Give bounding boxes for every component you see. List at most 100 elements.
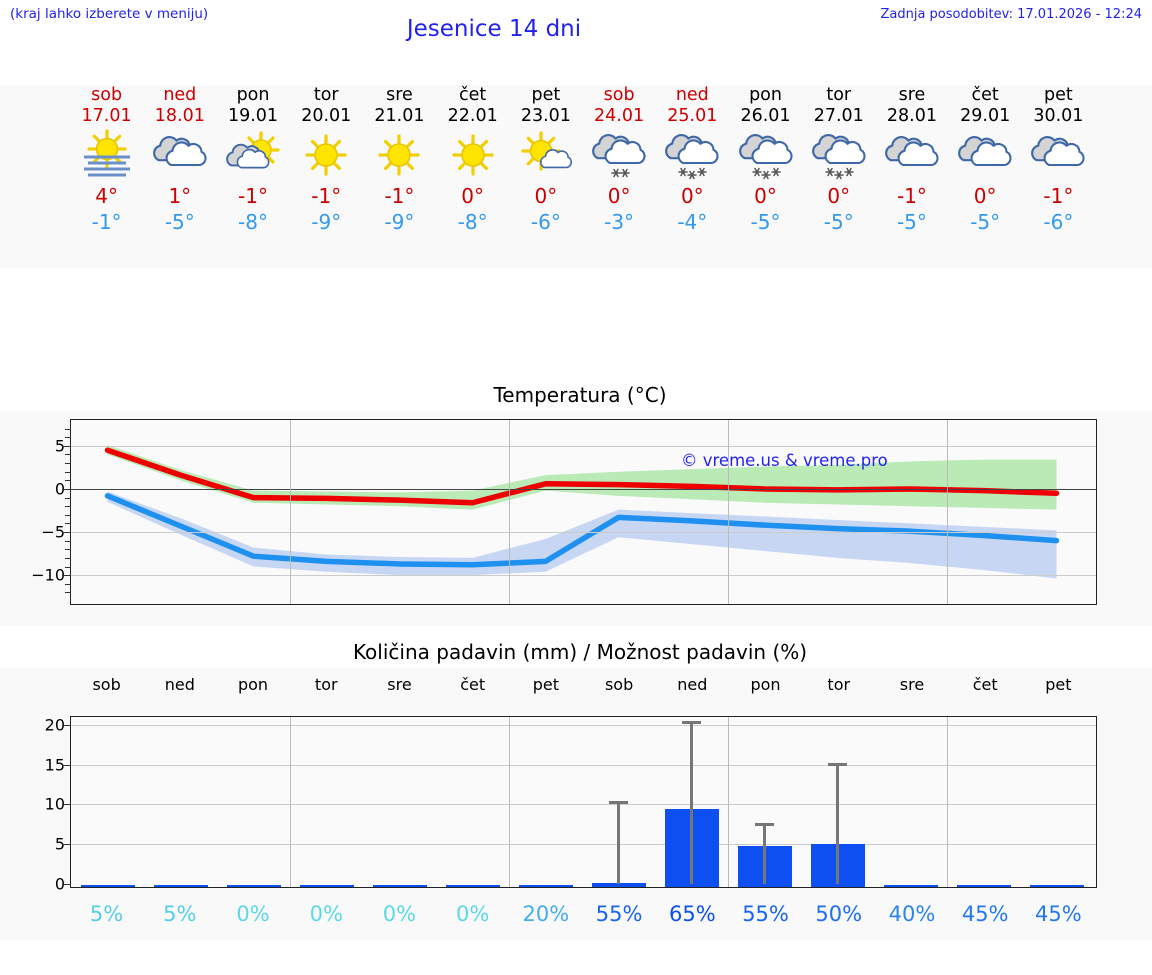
precipitation-day-label: pon xyxy=(750,675,781,694)
y-axis-tick xyxy=(62,884,71,885)
precipitation-probability-label: 0% xyxy=(309,902,343,926)
day-of-week: sob xyxy=(603,85,635,105)
gridline-vertical xyxy=(509,420,510,604)
weather-icon-wrap xyxy=(141,129,219,183)
precipitation-day-label: sre xyxy=(387,675,412,694)
snow-icon xyxy=(738,134,793,180)
gridline-vertical xyxy=(947,717,948,887)
error-bar-line xyxy=(617,800,620,884)
y-axis-tick xyxy=(62,844,71,846)
day-column[interactable]: pon 19.01 -1° -8° xyxy=(214,85,292,235)
temperature-series-svg xyxy=(104,444,1060,579)
zero-line xyxy=(71,488,1096,490)
precipitation-bar[interactable] xyxy=(299,884,354,887)
precipitation-bar[interactable] xyxy=(153,884,208,887)
precipitation-bar[interactable] xyxy=(956,884,1011,887)
precipitation-probability-label: 45% xyxy=(961,902,1009,926)
y-axis-tick xyxy=(62,575,71,577)
y-axis-tick xyxy=(62,488,71,490)
precipitation-day-label: pet xyxy=(532,675,560,694)
temp-min: -5° xyxy=(823,210,854,234)
gridline-horizontal xyxy=(71,724,1096,726)
temp-max: -1° xyxy=(384,184,415,208)
y-axis-tick-label: 5 xyxy=(54,834,65,854)
y-axis-tick-label: 10 xyxy=(44,794,65,814)
precipitation-day-label: pon xyxy=(237,675,269,694)
day-column[interactable]: čet 22.01 0° -8° xyxy=(434,85,512,235)
day-column[interactable]: ned 25.01 0° -4° xyxy=(653,85,731,235)
day-date: 24.01 xyxy=(594,106,645,126)
sunny-icon xyxy=(452,134,494,176)
copyright-label: © vreme.us & vreme.pro xyxy=(681,451,888,470)
error-bar-cap xyxy=(828,763,847,767)
precipitation-bar[interactable] xyxy=(1029,884,1084,887)
y-axis-tick xyxy=(65,454,71,456)
temp-min: -1° xyxy=(91,210,122,234)
day-column[interactable]: pet 30.01 -1° -6° xyxy=(1019,85,1097,235)
gridline-vertical xyxy=(728,420,729,604)
temp-max: -1° xyxy=(896,184,927,208)
day-date: 18.01 xyxy=(154,106,205,126)
day-column[interactable]: sob 24.01 0° -3° xyxy=(580,85,658,235)
precipitation-bar[interactable] xyxy=(226,884,281,887)
day-of-week: ned xyxy=(675,85,709,105)
precipitation-day-label: ned xyxy=(677,675,708,694)
temp-min: -5° xyxy=(896,210,927,234)
day-column[interactable]: ned 18.01 1° -5° xyxy=(141,85,219,235)
temp-min-line xyxy=(104,493,1060,568)
temp-min: -6° xyxy=(530,210,561,234)
precipitation-day-label: pet xyxy=(1045,675,1072,694)
day-column[interactable]: pet 23.01 0° -6° xyxy=(507,85,585,235)
temp-min: -4° xyxy=(677,210,708,234)
precipitation-bar[interactable] xyxy=(372,884,427,887)
precipitation-day-label: sre xyxy=(899,675,925,694)
temp-min: -5° xyxy=(164,210,195,234)
day-of-week: sob xyxy=(91,85,123,105)
day-column[interactable]: pon 26.01 0° -5° xyxy=(727,85,805,235)
weather-icon-wrap xyxy=(507,129,585,183)
precipitation-bar[interactable] xyxy=(883,884,938,887)
day-of-week: tor xyxy=(826,85,852,105)
day-column[interactable]: tor 27.01 0° -5° xyxy=(800,85,878,235)
temp-min: -5° xyxy=(750,210,781,234)
y-axis-tick-label: 15 xyxy=(44,755,65,775)
y-axis-tick xyxy=(62,724,71,726)
weather-icon-wrap xyxy=(727,129,805,183)
temp-min: -9° xyxy=(311,210,342,234)
day-column[interactable]: sob 17.01 4° -1° xyxy=(68,85,146,235)
day-column[interactable]: tor 20.01 -1° -9° xyxy=(287,85,365,235)
day-date: 20.01 xyxy=(301,106,352,126)
y-axis-tick xyxy=(65,428,71,430)
precipitation-bar[interactable] xyxy=(80,884,135,887)
page-header: (kraj lahko izberete v meniju) Jesenice … xyxy=(0,0,1152,52)
precipitation-probability-label: 0% xyxy=(382,902,417,926)
temperature-chart-block: Temperatura (°C) © vreme.us & vreme.pro … xyxy=(0,383,1152,626)
day-of-week: pon xyxy=(236,85,270,105)
precipitation-bar[interactable] xyxy=(518,884,573,887)
day-of-week: ned xyxy=(163,85,197,105)
day-column[interactable]: sre 28.01 -1° -5° xyxy=(873,85,951,235)
day-column[interactable]: čet 29.01 0° -5° xyxy=(946,85,1024,235)
precipitation-day-label: tor xyxy=(314,675,338,694)
precipitation-day-label: sob xyxy=(92,675,121,694)
precipitation-bar[interactable] xyxy=(445,884,500,887)
day-column[interactable]: sre 21.01 -1° -9° xyxy=(360,85,438,235)
gridline-vertical xyxy=(290,717,291,887)
gridline-vertical xyxy=(509,717,510,887)
day-date: 23.01 xyxy=(520,106,571,126)
day-of-week: sre xyxy=(386,85,413,105)
page-title: Jesenice 14 dni xyxy=(406,16,582,42)
temp-max: 0° xyxy=(754,184,777,208)
y-axis-tick-label: 0 xyxy=(54,874,65,894)
precipitation-probability-label: 50% xyxy=(815,902,863,926)
precipitation-bar[interactable] xyxy=(591,883,646,887)
y-axis-tick xyxy=(65,583,71,585)
y-axis-tick xyxy=(65,463,71,465)
sun-fog-icon xyxy=(83,129,130,177)
precipitation-day-label: čet xyxy=(972,675,998,694)
precipitation-plot-area: 0 5 10 15 20 xyxy=(45,715,1097,894)
y-axis-tick xyxy=(65,497,71,499)
y-axis-tick xyxy=(65,540,71,542)
sunny-icon xyxy=(378,134,421,176)
gridline-vertical xyxy=(947,420,948,604)
